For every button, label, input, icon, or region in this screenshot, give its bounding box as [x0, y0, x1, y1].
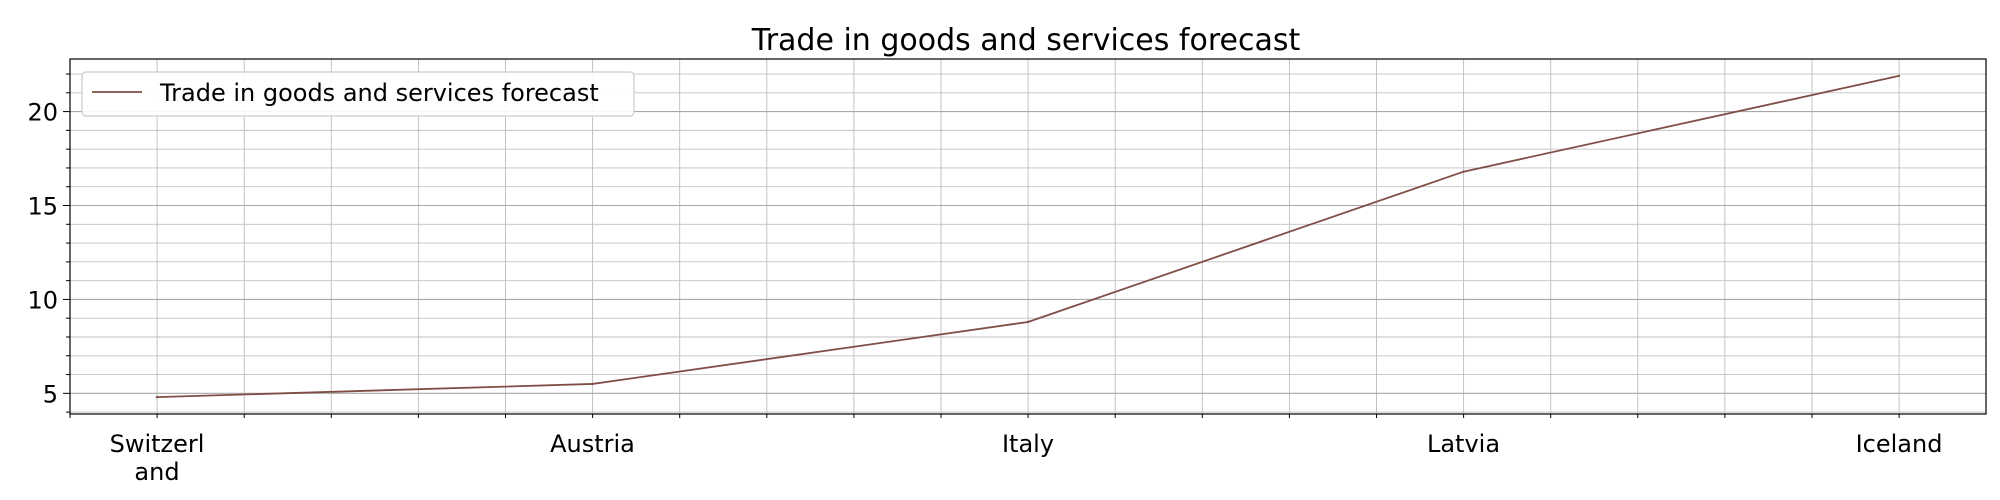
y-tick-label: 10 — [27, 286, 58, 314]
x-tick-label: Italy — [1002, 430, 1054, 458]
data-point — [155, 395, 159, 399]
y-tick-label: 15 — [27, 193, 58, 221]
legend-box — [81, 71, 635, 117]
data-point — [1462, 170, 1465, 173]
data-point — [591, 382, 594, 386]
chart-title: Trade in goods and services forecast — [751, 23, 1301, 58]
legend-label: Trade in goods and services forecast — [159, 79, 599, 107]
ticks: 5 10 15 20 Switzerl and Austria Italy Latvia Icel… — [27, 73, 1943, 486]
data-point — [1026, 320, 1030, 324]
x-tick-label: Iceland — [1856, 430, 1943, 458]
x-tick-label: Austria — [550, 430, 635, 458]
legend: Trade in goods and services forecast — [81, 71, 635, 117]
series-layer — [155, 74, 1901, 399]
x-tick-label: Latvia — [1427, 430, 1500, 458]
y-tick-label: 20 — [27, 99, 58, 127]
y-tick-label: 5 — [43, 380, 58, 408]
data-point — [1897, 74, 1901, 78]
x-tick-label: Switzerl and — [110, 430, 205, 486]
grid — [69, 59, 1986, 414]
